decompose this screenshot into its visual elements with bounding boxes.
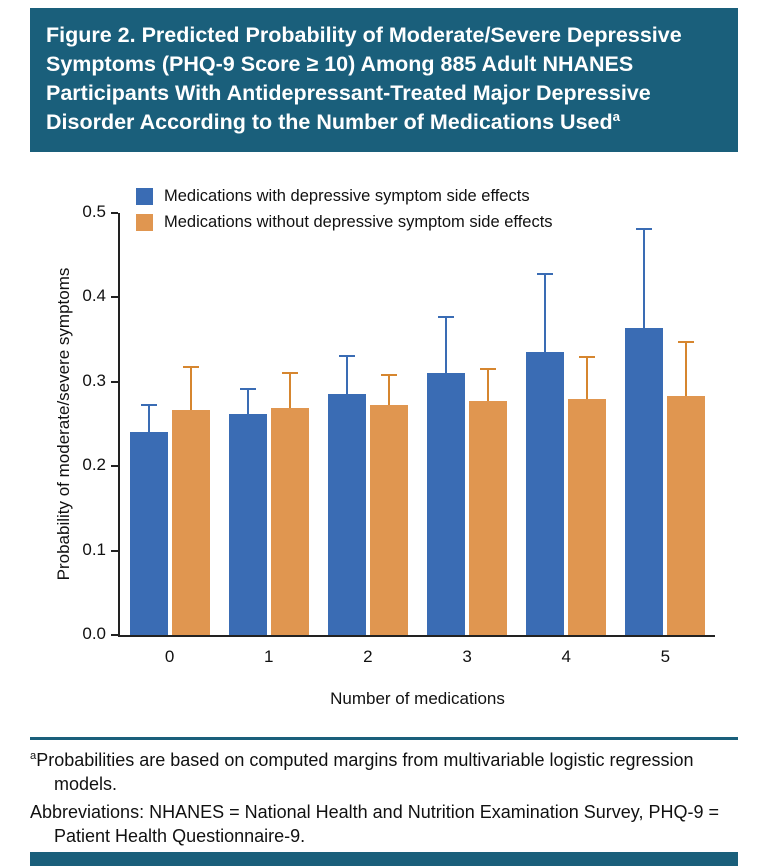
x-tick-label: 1 <box>264 647 274 666</box>
error-bar-line <box>288 373 291 408</box>
error-bar-line <box>147 405 150 432</box>
error-bar-cap <box>338 355 355 358</box>
error-bar-cap <box>239 387 256 390</box>
bar-chart: 0 1 2 3 4 5 0.0 0.1 0.2 0.3 0.4 0.5 Medications with… <box>30 183 738 713</box>
error-bar-line <box>246 388 249 414</box>
error-bar-line <box>189 366 192 410</box>
error-bar-cap <box>182 365 199 368</box>
y-axis-label: Probability of moderate/severe symptoms <box>54 267 73 581</box>
footnote-a-text: Probabilities are based on computed marg… <box>36 750 694 795</box>
y-tick-label: 0.3 <box>82 370 106 390</box>
bar-with-side-effects <box>327 393 366 635</box>
error-bar-cap <box>281 372 298 375</box>
bar-without-side-effects <box>369 404 408 635</box>
footnote-a-superscript: a <box>30 750 37 762</box>
y-tick-label: 0.2 <box>82 455 106 475</box>
error-bar-cap <box>438 315 455 318</box>
error-bar-line <box>387 375 390 405</box>
figure-title-superscript: a <box>612 109 621 125</box>
bar-without-side-effects <box>568 398 607 635</box>
error-bar-line <box>487 369 490 402</box>
error-bar-line <box>685 342 688 397</box>
error-bar-cap <box>140 404 157 407</box>
bar-with-side-effects <box>427 373 466 635</box>
y-tick-mark <box>111 212 118 214</box>
bar-without-side-effects <box>469 401 508 635</box>
error-bar-line <box>544 273 547 353</box>
error-bar-line <box>345 356 348 394</box>
y-tick-mark <box>111 465 118 468</box>
legend-swatch <box>136 214 153 231</box>
error-bar-cap <box>480 368 497 371</box>
y-tick-mark <box>111 380 118 383</box>
y-tick-label: 0.0 <box>82 624 106 643</box>
y-tick-label: 0.5 <box>82 202 106 221</box>
legend-item: Medications with depressive symptom side… <box>136 187 553 206</box>
error-bar-line <box>643 229 646 328</box>
error-bar-cap <box>380 374 397 377</box>
y-tick-mark <box>111 634 118 636</box>
error-bar-cap <box>636 228 653 231</box>
error-bar-cap <box>678 341 695 344</box>
bottom-accent-bar <box>30 852 738 866</box>
figure-title-box: Figure 2. Predicted Probability of Moder… <box>30 8 738 153</box>
figure-title-text: Figure 2. Predicted Probability of Moder… <box>46 23 682 135</box>
footnote-abbreviations: Abbreviations: NHANES = National Health … <box>30 800 738 849</box>
y-axis-line <box>118 213 120 637</box>
legend-item: Medications without depressive symptom s… <box>136 213 553 232</box>
bar-with-side-effects <box>625 327 664 635</box>
y-tick-mark <box>111 296 118 299</box>
bar-without-side-effects <box>270 407 309 635</box>
error-bar-cap <box>579 356 596 359</box>
error-bar-cap <box>537 272 554 275</box>
x-axis-label: Number of medications <box>330 689 505 708</box>
bar-without-side-effects <box>667 396 706 635</box>
chart-legend: Medications with depressive symptom side… <box>136 187 553 232</box>
legend-label: Medications with depressive symptom side… <box>164 187 530 205</box>
x-tick-label: 0 <box>164 647 175 666</box>
x-tick-label: 3 <box>462 647 472 666</box>
legend-label: Medications without depressive symptom s… <box>164 213 553 231</box>
error-bar-line <box>445 316 448 374</box>
y-tick-label: 0.4 <box>82 286 106 306</box>
x-axis-line <box>118 635 715 637</box>
footnote-a: aProbabilities are based on computed mar… <box>30 748 738 797</box>
footnote-abbreviations-text: Abbreviations: NHANES = National Health … <box>30 801 719 846</box>
footnote-divider <box>30 737 738 740</box>
bar-with-side-effects <box>228 413 267 635</box>
x-tick-label: 4 <box>561 647 571 666</box>
bar-with-side-effects <box>129 431 168 635</box>
bar-with-side-effects <box>526 352 565 635</box>
y-tick-label: 0.1 <box>82 539 106 559</box>
x-tick-label: 5 <box>660 647 671 666</box>
y-tick-mark <box>111 549 118 552</box>
legend-swatch <box>136 188 153 205</box>
footnotes-section: aProbabilities are based on computed mar… <box>30 748 738 851</box>
error-bar-line <box>586 357 589 399</box>
bar-without-side-effects <box>171 409 210 635</box>
x-tick-label: 2 <box>363 647 373 666</box>
